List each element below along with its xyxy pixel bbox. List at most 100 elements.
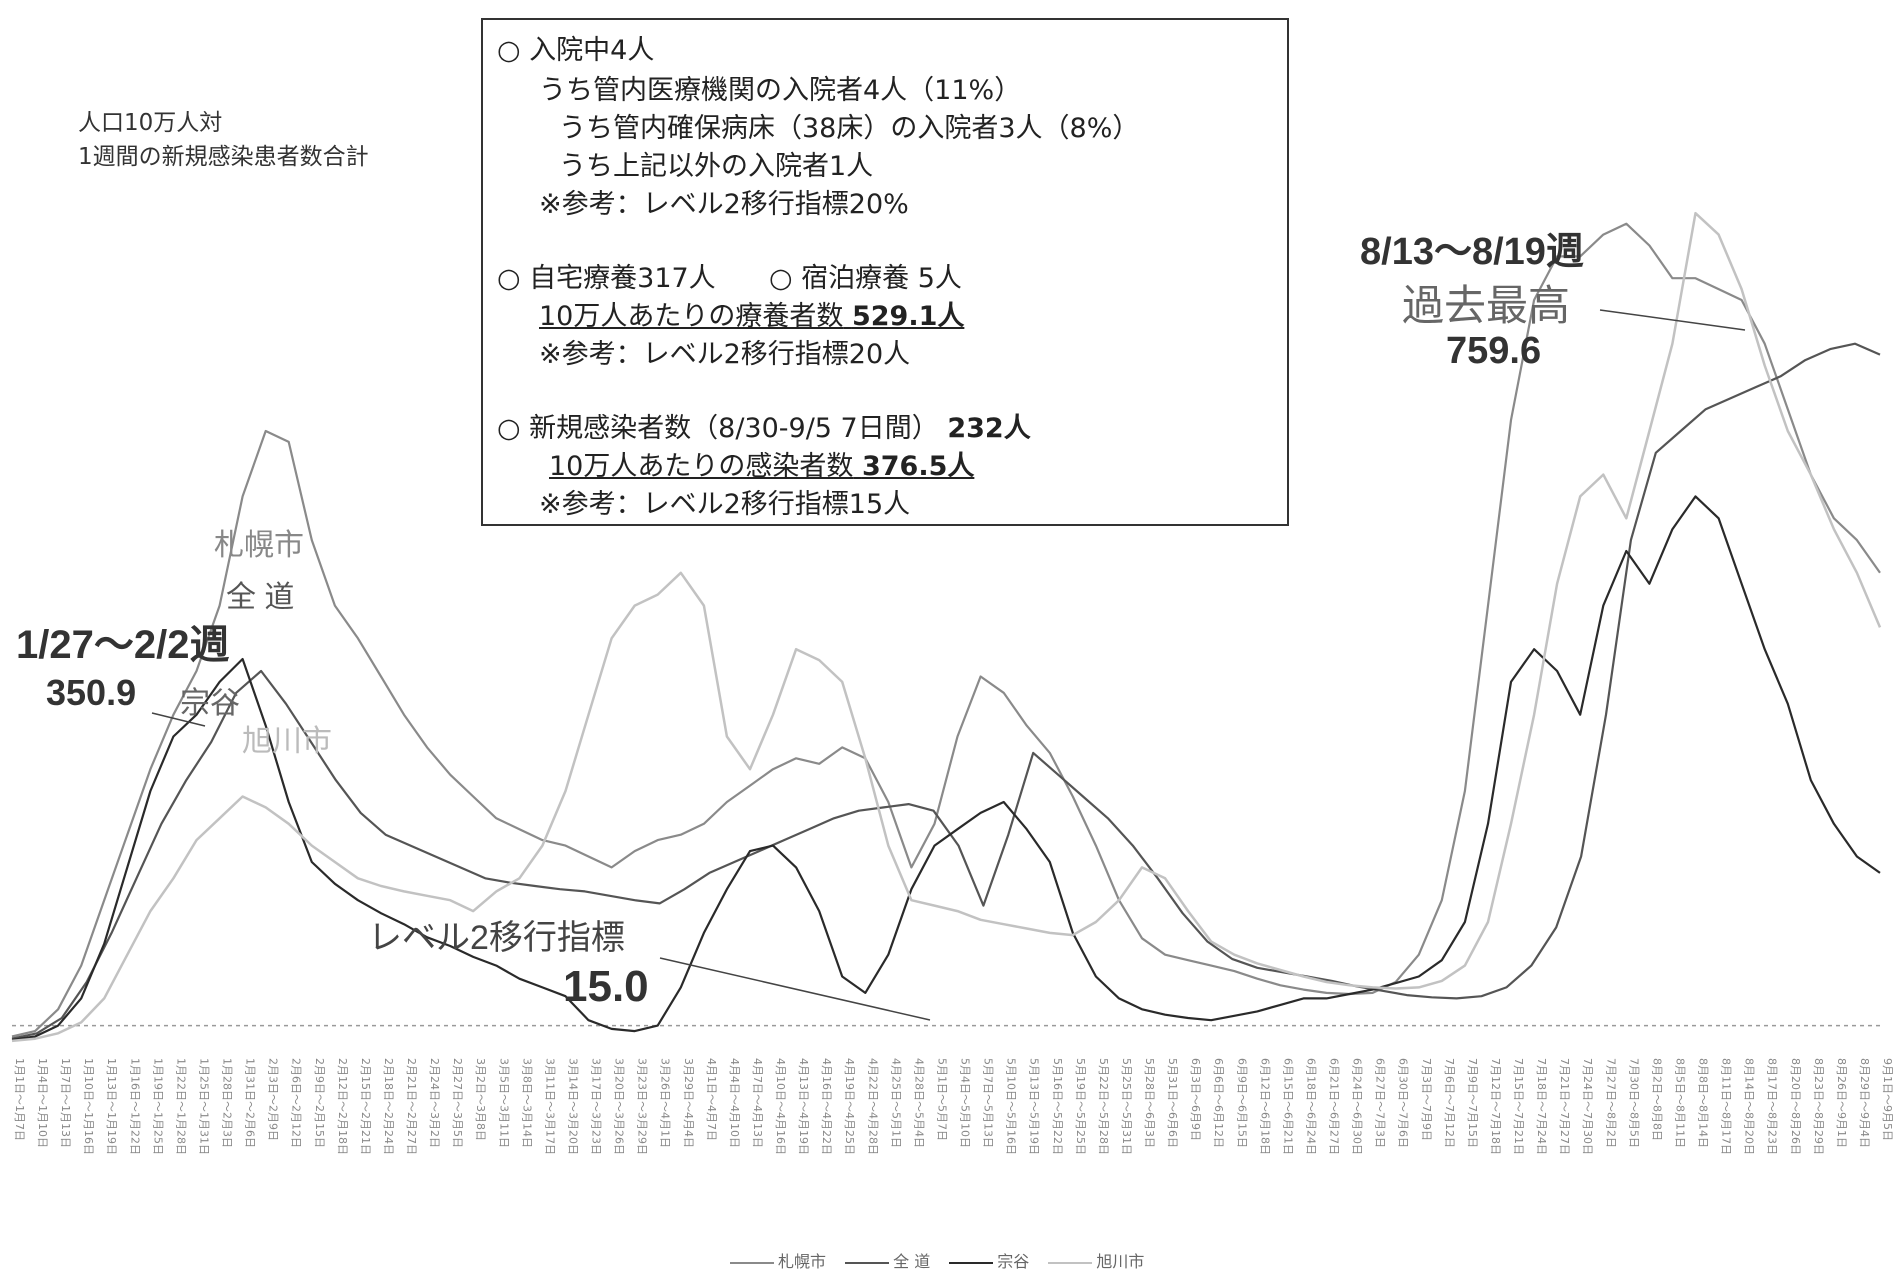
x-tick-label: 1月13日〜1月19日 — [105, 1058, 118, 1155]
x-tick-label: 8月20日〜8月26日 — [1789, 1058, 1802, 1155]
leader-peak1 — [151, 712, 206, 727]
info-box: ○ 入院中4人 うち管内医療機関の入院者4人（11%） うち管内確保病床（38床… — [481, 18, 1289, 526]
hospital-line3: うち上記以外の入院者1人 — [559, 151, 874, 182]
x-tick-label: 4月28日〜5月4日 — [912, 1058, 925, 1148]
new-rate-value: 376.5人 — [861, 451, 975, 482]
new-rate: 10万人あたりの感染者数 376.5人 — [549, 444, 974, 483]
x-tick-label: 6月24日〜6月30日 — [1351, 1058, 1364, 1155]
x-tick-label: 5月10日〜5月16日 — [1005, 1058, 1018, 1155]
x-tick-label: 5月13日〜5月19日 — [1028, 1058, 1041, 1155]
legend-swatch-zendo — [845, 1261, 890, 1264]
x-tick-label: 7月9日〜7月15日 — [1466, 1058, 1479, 1148]
label-zendo: 全 道 — [226, 581, 295, 614]
legend-item-asahikawa: 旭川市 — [1048, 1252, 1144, 1271]
x-tick-label: 8月17日〜8月23日 — [1766, 1058, 1779, 1155]
x-tick-label: 6月18日〜6月24日 — [1304, 1058, 1317, 1155]
x-tick-label: 1月22日〜1月28日 — [174, 1058, 187, 1155]
x-tick-label: 4月16日〜4月22日 — [820, 1058, 833, 1155]
x-tick-label: 7月21日〜7月27日 — [1558, 1058, 1571, 1155]
x-tick-label: 7月3日〜7月9日 — [1420, 1058, 1433, 1141]
legend-swatch-soya — [949, 1261, 994, 1264]
x-tick-label: 5月1日〜5月7日 — [935, 1058, 948, 1141]
x-tick-label: 4月13日〜4月19日 — [797, 1058, 810, 1155]
x-tick-label: 8月14日〜8月20日 — [1743, 1058, 1756, 1155]
series-line-zendo — [11, 342, 1881, 1040]
hospital-header: ○ 入院中4人 — [497, 35, 655, 66]
legend-item-zendo: 全 道 — [845, 1252, 930, 1271]
x-tick-label: 3月29日〜4月4日 — [682, 1058, 695, 1148]
home-header-a: ○ 自宅療養317人 — [497, 263, 716, 294]
x-tick-label: 5月16日〜5月22日 — [1051, 1058, 1064, 1155]
x-tick-label: 2月3日〜2月9日 — [267, 1058, 280, 1141]
x-tick-label: 2月12日〜2月18日 — [336, 1058, 349, 1155]
home-rate-value: 529.1人 — [851, 301, 965, 332]
x-tick-label: 3月23日〜3月29日 — [636, 1058, 649, 1155]
x-tick-label: 8月29日〜9月4日 — [1858, 1058, 1871, 1148]
x-tick-label: 4月25日〜5月1日 — [889, 1058, 902, 1148]
leader-peak2 — [1599, 309, 1746, 331]
x-tick-label: 3月17日〜3月23日 — [590, 1058, 603, 1155]
x-tick-label: 8月26日〜9月1日 — [1835, 1058, 1848, 1148]
x-tick-label: 2月18日〜2月24日 — [382, 1058, 395, 1155]
x-tick-label: 8月2日〜8月8日 — [1650, 1058, 1663, 1141]
legend: 札幌市 全 道 宗谷 旭川市 — [730, 1248, 1158, 1272]
series-line-soya — [11, 495, 1881, 1041]
x-tick-label: 1月28日〜2月3日 — [221, 1058, 234, 1148]
x-tick-label: 7月24日〜7月30日 — [1581, 1058, 1594, 1155]
label-sapporo: 札幌市 — [214, 529, 304, 562]
y-axis-label: 人口10万人対 1週間の新規感染患者数合計 — [78, 106, 369, 174]
x-tick-label: 9月1日〜9月5日 — [1881, 1058, 1894, 1141]
x-tick-label: 6月15日〜6月21日 — [1281, 1058, 1294, 1155]
x-tick-label: 1月4日〜1月10日 — [36, 1058, 49, 1148]
series-line-sapporo — [11, 222, 1881, 1038]
new-rate-label: 10万人あたりの感染者数 — [549, 451, 854, 482]
x-tick-label: 1月7日〜1月13日 — [59, 1058, 72, 1148]
x-tick-label: 1月19日〜1月25日 — [151, 1058, 164, 1155]
leader-level — [659, 957, 931, 1021]
legend-swatch-asahikawa — [1048, 1261, 1093, 1264]
new-header-value: 232人 — [947, 413, 1031, 444]
x-tick-label: 7月30日〜8月5日 — [1627, 1058, 1640, 1148]
peak2-week: 8/13〜8/19週 — [1360, 231, 1584, 273]
x-tick-labels: 1月1日〜1月7日 1月4日〜1月10日 1月7日〜1月13日 1月10日〜1月16日… — [13, 1058, 1894, 1155]
x-tick-label: 1月1日〜1月7日 — [13, 1058, 26, 1141]
x-tick-label: 3月14日〜3月20日 — [566, 1058, 579, 1155]
x-tick-label: 6月6日〜6月12日 — [1212, 1058, 1225, 1148]
x-tick-label: 7月27日〜8月2日 — [1604, 1058, 1617, 1148]
x-tick-label: 4月1日〜4月7日 — [705, 1058, 718, 1141]
peak1-value: 350.9 — [46, 672, 137, 713]
x-tick-label: 8月11日〜8月17日 — [1720, 1058, 1733, 1155]
x-tick-label: 7月12日〜7月18日 — [1489, 1058, 1502, 1155]
x-tick-label: 6月3日〜6月9日 — [1189, 1058, 1202, 1141]
x-tick-label: 1月16日〜1月22日 — [128, 1058, 141, 1155]
x-tick-label: 6月12日〜6月18日 — [1258, 1058, 1271, 1155]
x-tick-label: 7月18日〜7月24日 — [1535, 1058, 1548, 1155]
x-tick-label: 4月10日〜4月16日 — [774, 1058, 787, 1155]
x-tick-label: 1月10日〜1月16日 — [82, 1058, 95, 1155]
legend-label-sapporo: 札幌市 — [778, 1252, 827, 1271]
x-tick-label: 8月5日〜8月11日 — [1673, 1058, 1686, 1148]
x-tick-label: 3月5日〜3月11日 — [497, 1058, 510, 1148]
x-tick-label: 5月25日〜5月31日 — [1120, 1058, 1133, 1155]
legend-label-asahikawa: 旭川市 — [1096, 1252, 1145, 1271]
peak2-value: 759.6 — [1446, 330, 1542, 372]
x-tick-label: 3月8日〜3月14日 — [520, 1058, 533, 1148]
x-tick-label: 1月31日〜2月6日 — [244, 1058, 257, 1148]
legend-label-soya: 宗谷 — [997, 1252, 1030, 1271]
x-tick-label: 6月27日〜7月3日 — [1374, 1058, 1387, 1148]
y-axis-label-line2: 1週間の新規感染患者数合計 — [78, 144, 369, 170]
hospital-line2: うち管内確保病床（38床）の入院者3人（8%） — [559, 113, 1140, 144]
x-tick-label: 5月19日〜5月25日 — [1074, 1058, 1087, 1155]
x-tick-label: 4月22日〜4月28日 — [866, 1058, 879, 1155]
x-tick-label: 3月26日〜4月1日 — [659, 1058, 672, 1148]
peak1-week: 1/27〜2/2週 — [16, 623, 230, 667]
x-tick-label: 3月20日〜3月26日 — [613, 1058, 626, 1155]
x-tick-label: 3月2日〜3月8日 — [474, 1058, 487, 1141]
x-tick-label: 8月8日〜8月14日 — [1697, 1058, 1710, 1148]
home-header-b: ○ 宿泊療養 5人 — [769, 263, 962, 294]
x-tick-label: 6月9日〜6月15日 — [1235, 1058, 1248, 1148]
level-label: レベル2移行指標 — [368, 919, 625, 957]
label-asahikawa: 旭川市 — [242, 725, 332, 758]
x-tick-label: 2月27日〜3月5日 — [451, 1058, 464, 1148]
x-tick-label: 4月4日〜4月10日 — [728, 1058, 741, 1148]
